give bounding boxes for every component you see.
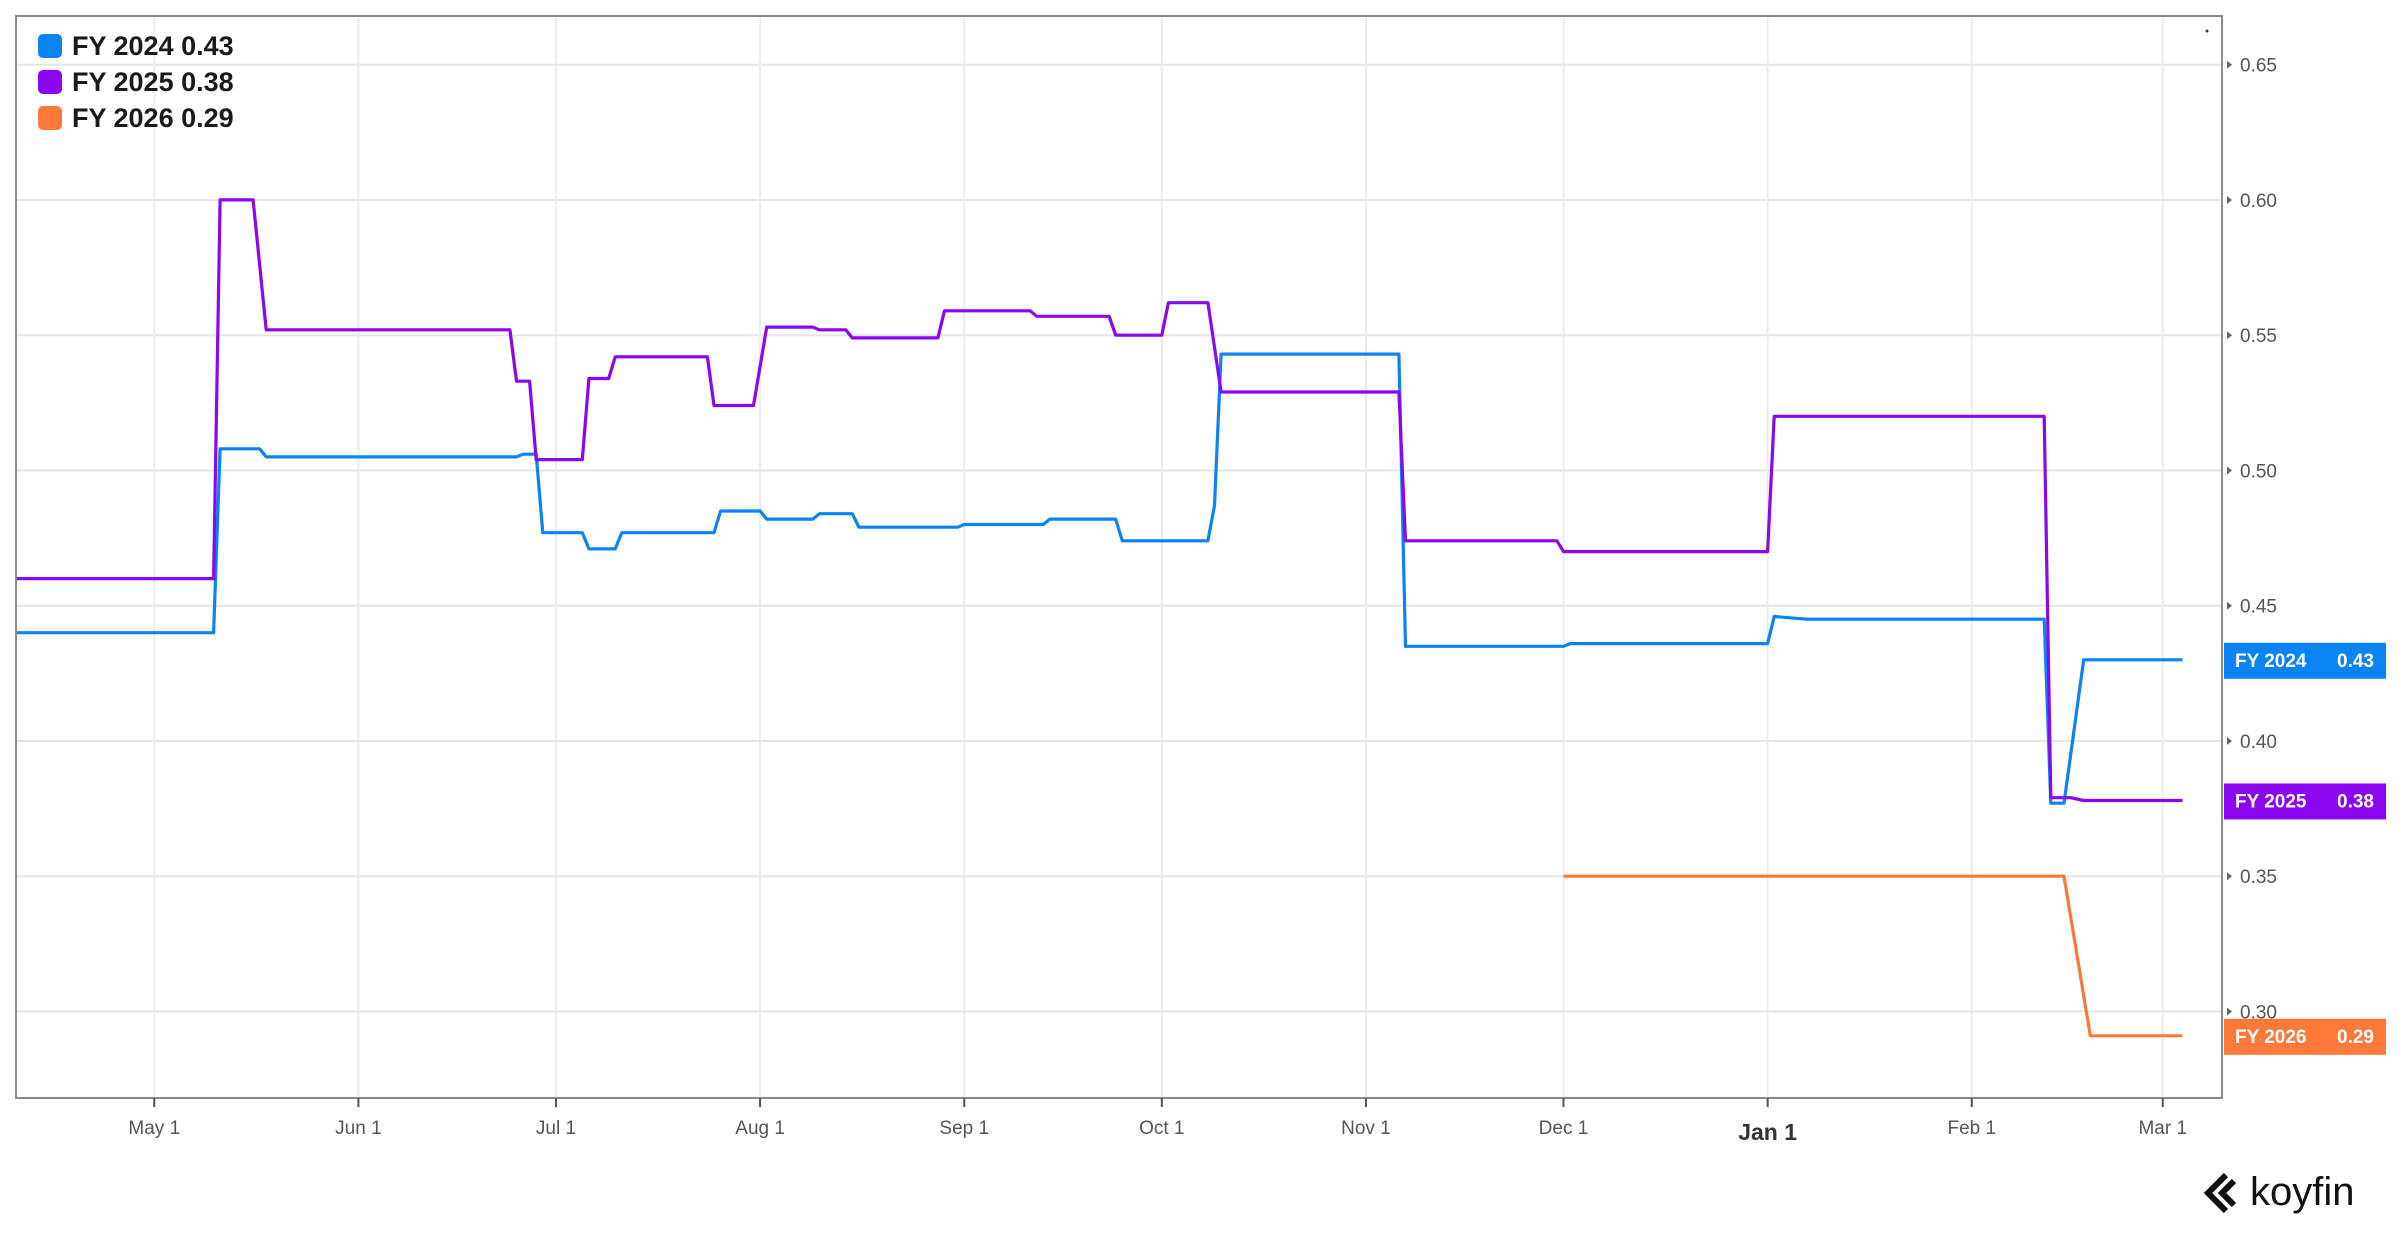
corner-dot: [2205, 29, 2209, 33]
last-value-tag-label: FY 2026: [2235, 1027, 2306, 1048]
series-line-fy-2024[interactable]: [16, 352, 2183, 805]
grid-lines: [16, 16, 2222, 1098]
legend-value: 0.29: [181, 102, 234, 133]
y-tick-mark: [2227, 195, 2232, 204]
brand-logo[interactable]: koyfin: [2200, 1170, 2355, 1215]
last-value-tag[interactable]: FY 2026 0.29: [2224, 1018, 2386, 1055]
series-line-fy-2026[interactable]: [1563, 874, 2183, 1038]
legend-label: FY 2026: [72, 102, 174, 133]
last-value-tag-box: [2224, 642, 2386, 679]
series-lines: [16, 198, 2183, 1038]
y-tick-label: 0.45: [2240, 597, 2277, 618]
last-value-tag-box: [2224, 783, 2386, 820]
y-tick-mark: [2227, 1007, 2232, 1016]
plot-frame: [15, 15, 2223, 1099]
y-tick-label: 0.55: [2240, 326, 2277, 347]
y-tick-label: 0.60: [2240, 191, 2277, 212]
last-value-tag-label: FY 2024: [2235, 651, 2307, 672]
last-value-tag[interactable]: FY 2025 0.38: [2224, 783, 2386, 820]
koyfin-logo-icon: [2203, 1172, 2237, 1213]
last-value-tags[interactable]: FY 2024 0.43 FY 2025 0.38 FY 2026 0.29: [2224, 642, 2386, 1055]
legend-value: 0.38: [181, 66, 234, 97]
legend-item-fy2026[interactable]: FY 2026 0.29: [38, 100, 234, 136]
y-tick-mark: [2227, 60, 2232, 69]
last-value-tag-value: 0.43: [2337, 651, 2374, 672]
last-value-tag-value: 0.29: [2337, 1027, 2374, 1048]
y-tick-label: 0.65: [2240, 56, 2277, 77]
last-value-tag-label: FY 2025: [2235, 791, 2307, 812]
x-tick-label: Mar 1: [2138, 1118, 2187, 1139]
x-tick-label: May 1: [128, 1118, 180, 1139]
legend-item-fy2024[interactable]: FY 2024 0.43: [38, 28, 234, 64]
y-tick-mark: [2227, 736, 2232, 745]
legend-value: [174, 67, 182, 98]
x-tick-label: Sep 1: [939, 1118, 989, 1139]
x-tick-label: Jun 1: [335, 1118, 381, 1139]
y-tick-label: 0.35: [2240, 867, 2277, 888]
legend-value: 0.43: [181, 30, 234, 61]
legend-value: [174, 103, 182, 134]
last-value-tag[interactable]: FY 2024 0.43: [2224, 642, 2386, 679]
x-axis: May 1 Jun 1 Jul 1 Aug 1 Sep 1 Oct 1 Nov 1 Dec 1…: [128, 1098, 2187, 1145]
x-tick-label: Jan 1: [1738, 1119, 1797, 1145]
legend-swatch: [38, 70, 62, 94]
x-tick-label: Feb 1: [1947, 1118, 1996, 1139]
y-tick-mark: [2227, 601, 2232, 610]
legend-swatch: [38, 34, 62, 58]
x-tick-label: Oct 1: [1139, 1118, 1184, 1139]
x-tick-label: Aug 1: [735, 1118, 785, 1139]
series-line-fy-2025[interactable]: [16, 198, 2183, 803]
x-tick-label: Nov 1: [1341, 1118, 1391, 1139]
legend-label: FY 2025: [72, 66, 174, 97]
y-tick-mark: [2227, 466, 2232, 475]
y-axis: 0.65 0.60 0.55 0.50 0.45 0.40 0.35 0.30: [2227, 56, 2277, 1023]
legend: FY 2024 0.43 FY 2025 0.38 FY 2026 0.29: [38, 28, 234, 136]
x-tick-label: Jul 1: [536, 1118, 576, 1139]
legend-label: FY 2024: [72, 30, 174, 61]
y-tick-label: 0.30: [2240, 1002, 2277, 1023]
legend-item-fy2025[interactable]: FY 2025 0.38: [38, 64, 234, 100]
y-tick-label: 0.50: [2240, 461, 2277, 482]
brand-name: koyfin: [2250, 1170, 2355, 1214]
y-tick-label: 0.40: [2240, 732, 2277, 753]
y-tick-mark: [2227, 331, 2232, 340]
legend-value: [174, 31, 182, 62]
legend-swatch: [38, 106, 62, 130]
x-tick-label: Dec 1: [1539, 1118, 1589, 1139]
last-value-tag-box: [2224, 1018, 2386, 1055]
y-tick-mark: [2227, 872, 2232, 881]
last-value-tag-value: 0.38: [2337, 791, 2374, 812]
